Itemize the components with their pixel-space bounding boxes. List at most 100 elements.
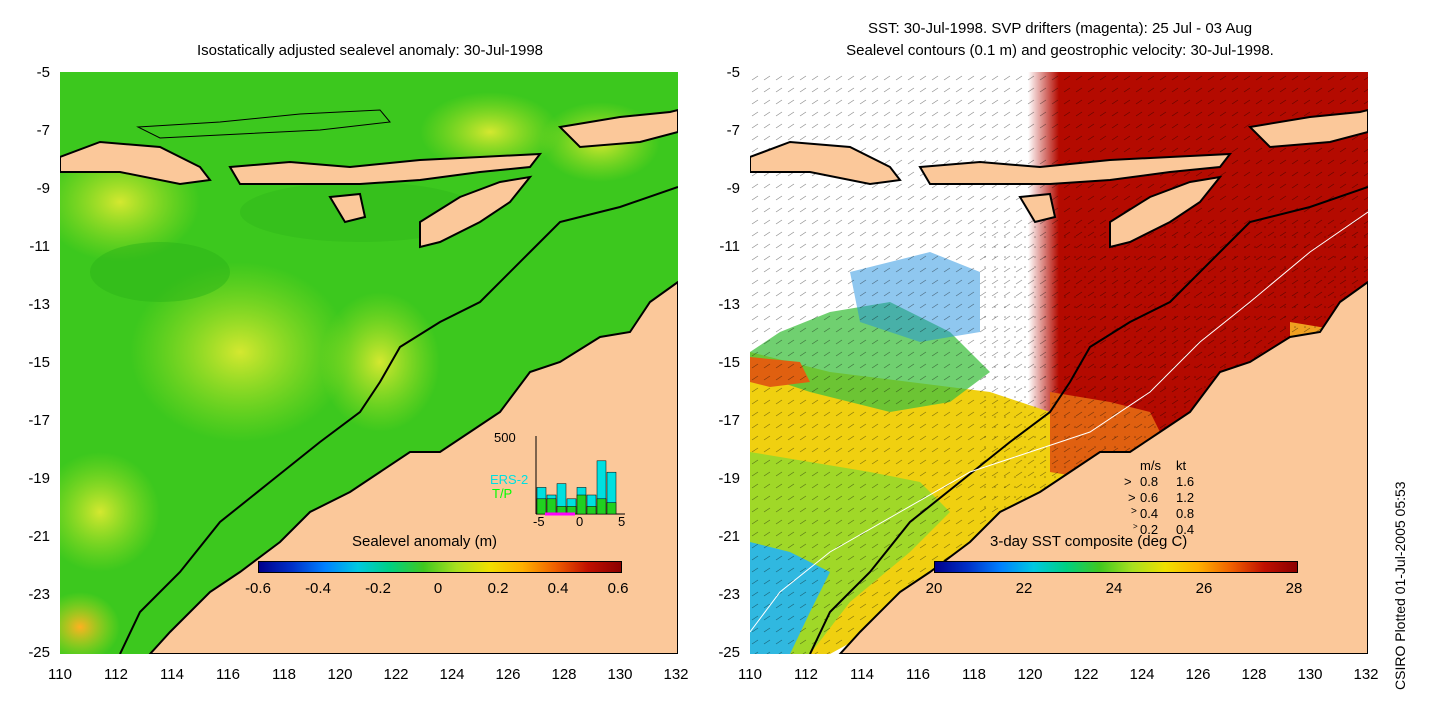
sst-colorbar-label: 3-day SST composite (deg C) — [990, 533, 1188, 550]
x-tick: 110 — [738, 666, 762, 683]
legend-ms: 0.6 — [1140, 490, 1159, 505]
y-tick: -5 — [36, 64, 50, 81]
sla-colorbar-label: Sealevel anomaly (m) — [352, 533, 498, 550]
y-tick: -21 — [28, 528, 50, 545]
velocity-arrow-icon: > — [1128, 490, 1136, 505]
x-tick: 110 — [48, 666, 72, 683]
velocity-arrow-icon: > — [1124, 474, 1132, 489]
y-tick: -13 — [718, 296, 740, 313]
legend-tp: T/P — [492, 486, 513, 501]
tp-bar — [606, 502, 617, 515]
x-tick: 118 — [962, 666, 986, 683]
y-tick: -19 — [718, 470, 740, 487]
x-tick: 122 — [1073, 666, 1099, 683]
colorbar-tick: 28 — [1285, 580, 1303, 597]
csiro-plot-credit: CSIRO Plotted 01-Jul-2005 05:53 — [1392, 481, 1408, 690]
lesser-sunda-islands — [918, 152, 1233, 185]
tp-bar — [586, 506, 597, 515]
x-tick: 128 — [1241, 666, 1267, 683]
tp-bar — [536, 498, 547, 515]
velocity-arrow-icon: > — [1131, 506, 1137, 517]
x-tick: 112 — [794, 666, 818, 683]
legend-ms: 0.8 — [1140, 474, 1159, 489]
colorbar-tick: 0.4 — [547, 580, 569, 597]
tp-bar — [576, 494, 587, 515]
legend-ers2: ERS-2 — [490, 472, 529, 487]
legend-ms: 0.4 — [1140, 506, 1159, 521]
tp-bar — [546, 498, 557, 515]
x-tick: 114 — [850, 666, 874, 683]
x-tick: 128 — [551, 666, 577, 683]
x-tick: 122 — [383, 666, 409, 683]
right-map-title-line2: Sealevel contours (0.1 m) and geostrophi… — [846, 42, 1274, 59]
sumba-island — [1018, 192, 1057, 224]
legend-kt: 0.8 — [1176, 506, 1195, 521]
y-tick: -25 — [718, 644, 740, 661]
legend-kt: 1.6 — [1176, 474, 1195, 489]
lesser-sunda-islands — [228, 152, 543, 185]
y-tick: -9 — [36, 180, 50, 197]
sealevel-anomaly-map — [60, 72, 678, 654]
histogram-bars — [536, 460, 617, 515]
colorbar-tick: 22 — [1015, 580, 1033, 597]
sla-colorbar — [258, 561, 622, 573]
colorbar-tick: 0.2 — [487, 580, 509, 597]
y-tick: -9 — [726, 180, 740, 197]
velocity-arrow-icon: > — [1133, 522, 1138, 531]
java-island — [750, 140, 902, 186]
y-tick: -17 — [28, 412, 50, 429]
tp-bar — [596, 498, 607, 515]
y-tick: -15 — [28, 354, 50, 371]
y-tick: -23 — [718, 586, 740, 603]
colorbar-tick: -0.2 — [365, 580, 391, 597]
x-tick: 120 — [1017, 666, 1043, 683]
x-tick: 130 — [1297, 666, 1323, 683]
sumba-island — [328, 192, 367, 224]
y-tick: -5 — [726, 64, 740, 81]
left-map-title: Isostatically adjusted sealevel anomaly:… — [196, 42, 544, 59]
colorbar-tick: -0.4 — [305, 580, 331, 597]
timor-island — [1109, 175, 1223, 249]
y-tick: -19 — [28, 470, 50, 487]
inset-x-tick: 0 — [576, 514, 584, 529]
java-island — [60, 140, 212, 186]
colorbar-tick: 20 — [925, 580, 943, 597]
y-tick: -17 — [718, 412, 740, 429]
y-tick: -23 — [28, 586, 50, 603]
x-tick: 124 — [1129, 666, 1155, 683]
colorbar-tick: -0.6 — [245, 580, 271, 597]
x-tick: 112 — [104, 666, 128, 683]
x-tick: 120 — [327, 666, 353, 683]
colorbar-tick: 0.6 — [607, 580, 629, 597]
x-tick: 126 — [1185, 666, 1211, 683]
sst-colorbar — [934, 561, 1298, 573]
x-tick: 124 — [439, 666, 465, 683]
x-tick: 132 — [1353, 666, 1379, 683]
colorbar-tick: 26 — [1195, 580, 1213, 597]
legend-header-kt: kt — [1176, 458, 1187, 473]
y-tick: -7 — [36, 122, 50, 139]
y-tick: -21 — [718, 528, 740, 545]
right-map-title-line1: SST: 30-Jul-1998. SVP drifters (magenta)… — [867, 20, 1253, 37]
y-tick: -11 — [29, 238, 50, 255]
y-tick: -13 — [28, 296, 50, 313]
y-tick: -25 — [28, 644, 50, 661]
inset-x-tick: 5 — [618, 514, 626, 529]
y-tick: -7 — [726, 122, 740, 139]
timor-island — [419, 175, 533, 249]
colorbar-tick: 24 — [1105, 580, 1123, 597]
y-tick: -11 — [719, 238, 740, 255]
inset-x-tick: -5 — [533, 514, 545, 529]
colorbar-tick: 0 — [433, 580, 443, 597]
y-tick: -15 — [718, 354, 740, 371]
x-tick: 130 — [607, 666, 633, 683]
inset-y-max: 500 — [494, 430, 516, 445]
legend-header-ms: m/s — [1140, 458, 1161, 473]
x-tick: 114 — [160, 666, 184, 683]
x-tick: 116 — [216, 666, 240, 683]
legend-ms: 0.2 — [1140, 522, 1159, 537]
x-tick: 126 — [495, 666, 521, 683]
x-tick: 132 — [663, 666, 689, 683]
legend-kt: 1.2 — [1176, 490, 1195, 505]
x-tick: 116 — [906, 666, 930, 683]
